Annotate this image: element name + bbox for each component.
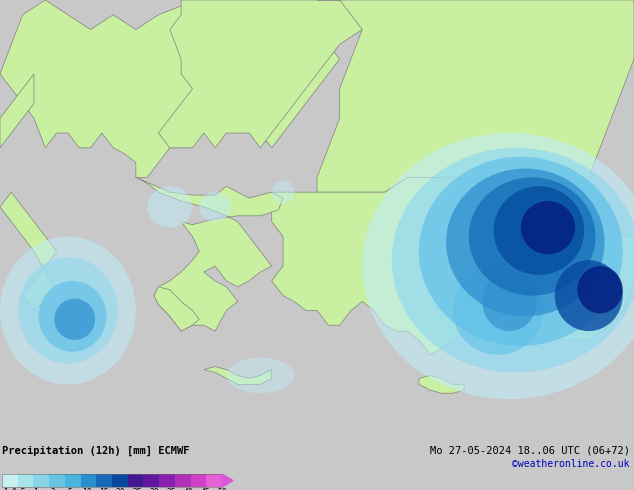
Ellipse shape	[521, 201, 575, 254]
Bar	[159, 474, 175, 487]
Bar	[112, 474, 127, 487]
Polygon shape	[0, 192, 56, 311]
Bar	[206, 474, 222, 487]
Ellipse shape	[446, 169, 605, 317]
Polygon shape	[272, 177, 634, 355]
Ellipse shape	[453, 266, 543, 355]
Polygon shape	[222, 474, 233, 487]
Ellipse shape	[578, 266, 623, 314]
Ellipse shape	[199, 192, 231, 222]
Text: Precipitation (12h) [mm] ECMWF: Precipitation (12h) [mm] ECMWF	[2, 445, 190, 456]
Ellipse shape	[0, 237, 136, 384]
Text: 20: 20	[115, 488, 126, 490]
Polygon shape	[136, 177, 283, 331]
Polygon shape	[158, 0, 362, 148]
Bar	[96, 474, 112, 487]
Text: 50: 50	[217, 488, 227, 490]
Bar	[2, 474, 18, 487]
Text: Mo 27-05-2024 18..06 UTC (06+72): Mo 27-05-2024 18..06 UTC (06+72)	[430, 445, 630, 455]
Text: 10: 10	[82, 488, 91, 490]
Ellipse shape	[555, 260, 623, 331]
Polygon shape	[419, 375, 464, 393]
Text: 1: 1	[34, 488, 38, 490]
Bar	[65, 474, 81, 487]
Text: 15: 15	[99, 488, 108, 490]
Ellipse shape	[55, 298, 95, 340]
Polygon shape	[204, 367, 272, 384]
Ellipse shape	[419, 157, 623, 346]
Text: 5: 5	[67, 488, 72, 490]
Text: 0.1: 0.1	[0, 488, 10, 490]
Bar	[127, 474, 143, 487]
Polygon shape	[0, 74, 34, 148]
Polygon shape	[0, 0, 340, 177]
Ellipse shape	[39, 281, 107, 352]
Ellipse shape	[272, 180, 294, 204]
Ellipse shape	[18, 257, 118, 364]
Text: 25: 25	[133, 488, 142, 490]
Text: 0.5: 0.5	[11, 488, 26, 490]
Text: ©weatheronline.co.uk: ©weatheronline.co.uk	[512, 459, 630, 469]
Ellipse shape	[392, 148, 634, 372]
Bar	[175, 474, 191, 487]
Ellipse shape	[469, 177, 595, 295]
Bar	[2, 474, 222, 487]
Text: 2: 2	[50, 488, 55, 490]
Text: 35: 35	[166, 488, 176, 490]
Bar	[34, 474, 49, 487]
Text: 40: 40	[183, 488, 193, 490]
Polygon shape	[317, 0, 634, 207]
Bar	[18, 474, 34, 487]
Ellipse shape	[482, 272, 536, 331]
Ellipse shape	[494, 186, 584, 275]
Bar	[143, 474, 159, 487]
Text: 45: 45	[200, 488, 210, 490]
Bar	[191, 474, 206, 487]
Ellipse shape	[362, 133, 634, 399]
Text: 30: 30	[150, 488, 159, 490]
Bar	[81, 474, 96, 487]
Ellipse shape	[226, 358, 294, 393]
Bar	[49, 474, 65, 487]
Polygon shape	[154, 287, 199, 331]
Ellipse shape	[147, 186, 193, 228]
